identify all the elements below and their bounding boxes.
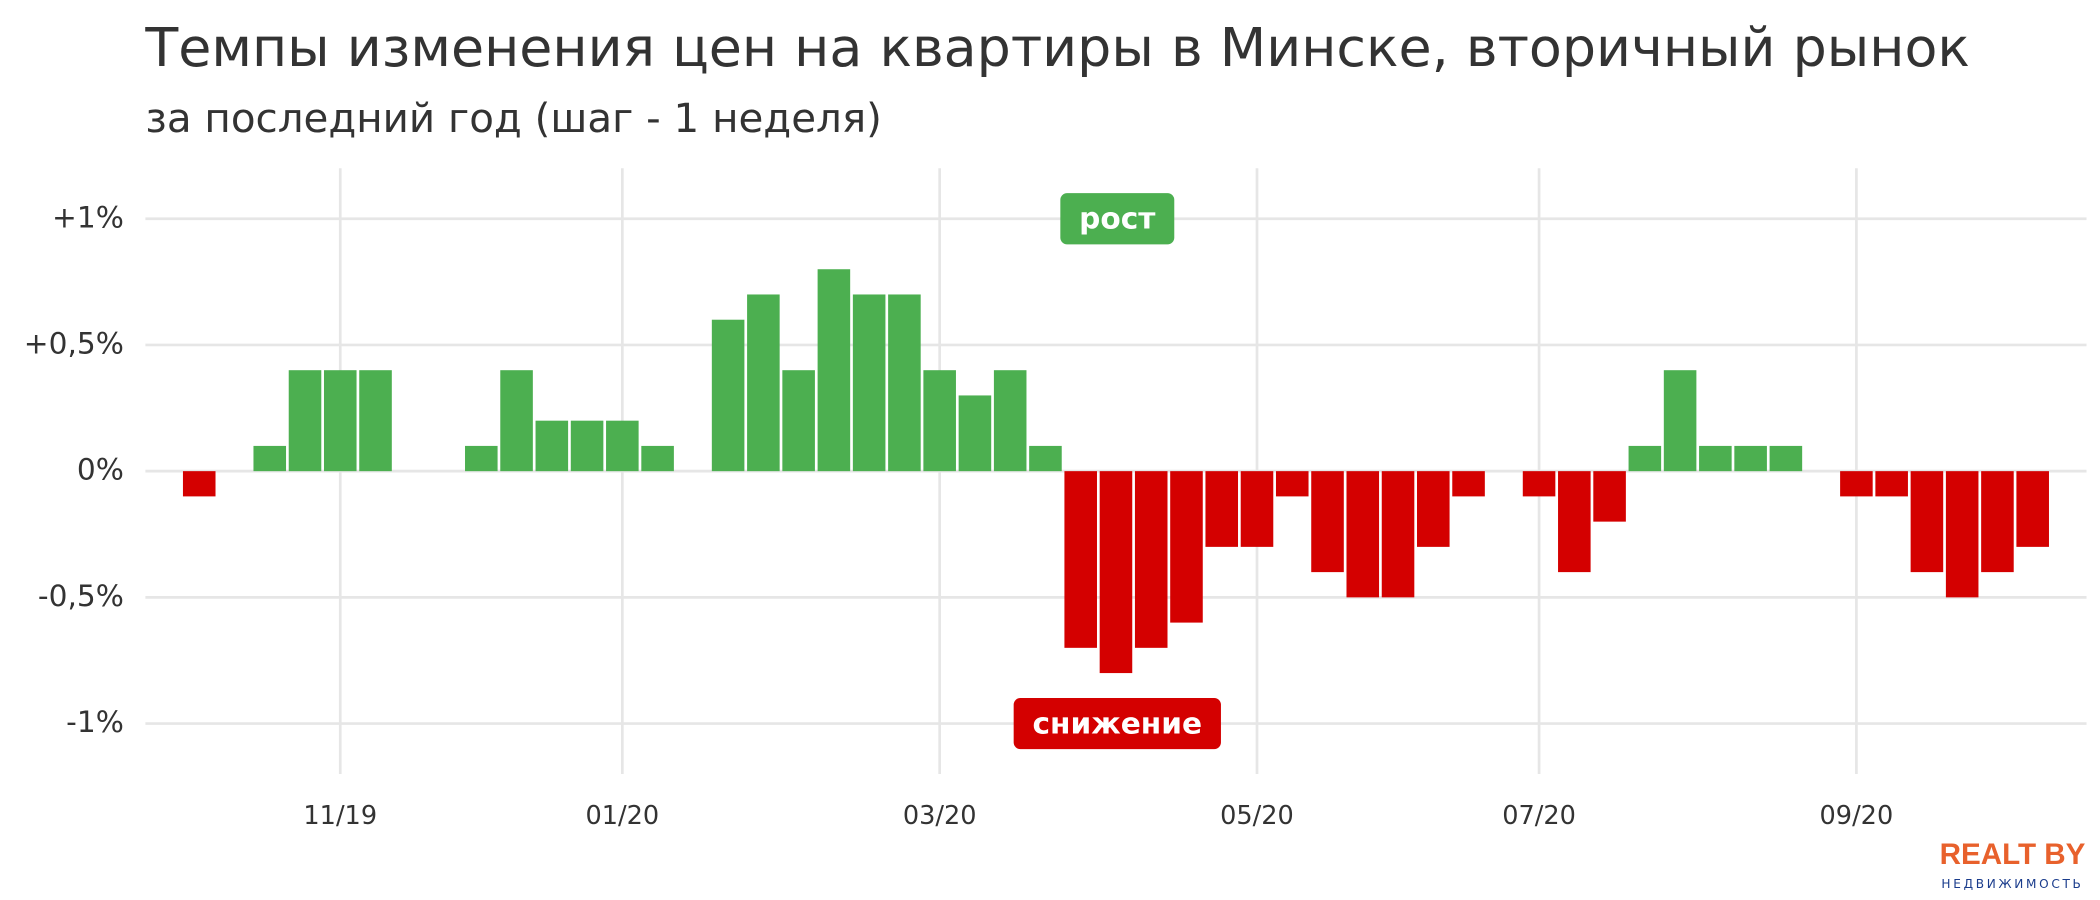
bar (993, 370, 1027, 472)
bar (1663, 370, 1697, 472)
bar (1593, 471, 1626, 522)
bar (1769, 445, 1803, 472)
bar (1170, 471, 1203, 623)
chart-title: Темпы изменения цен на квартиры в Минске… (144, 16, 1970, 79)
y-tick-label: 0% (77, 453, 124, 487)
bar (1840, 471, 1873, 497)
x-tick-label: 09/20 (1820, 801, 1894, 831)
logo-brand: REALT BY (1940, 838, 2086, 871)
annotation-box (1060, 193, 1175, 245)
bar (359, 370, 392, 472)
bar (1381, 471, 1415, 598)
bar (1346, 471, 1380, 598)
bar (606, 420, 639, 472)
bar (323, 370, 357, 472)
bars (182, 269, 2049, 674)
bar (1945, 471, 1979, 598)
bar (1099, 471, 1133, 674)
bar (465, 445, 498, 472)
bar (1699, 445, 1732, 472)
annotation-box (1013, 697, 1221, 750)
x-tick-label: 01/20 (586, 801, 660, 831)
bar (253, 445, 287, 472)
bar (711, 319, 745, 472)
bar (1275, 471, 1309, 497)
x-tick-label: 05/20 (1220, 801, 1294, 831)
bar (1064, 471, 1097, 648)
x-tick-label: 07/20 (1502, 801, 1576, 831)
x-tick-label: 11/19 (303, 801, 377, 831)
bar (1205, 471, 1239, 547)
x-tick-label: 03/20 (903, 801, 977, 831)
bar (747, 294, 780, 472)
y-tick-label: +1% (52, 200, 124, 234)
annotation-label: рост (1079, 202, 1156, 236)
bar (1240, 471, 1274, 547)
bar (1910, 471, 1944, 573)
bar (570, 420, 604, 472)
chart-subtitle: за последний год (шаг - 1 неделя) (145, 95, 882, 142)
y-tick-label: +0,5% (24, 326, 124, 360)
bar (1452, 471, 1485, 497)
bar (535, 420, 569, 472)
bar (1981, 471, 2014, 573)
bar (1029, 445, 1062, 472)
bar (923, 370, 956, 472)
y-tick-label: -0,5% (38, 579, 124, 613)
bar (1628, 445, 1662, 472)
bar (958, 395, 992, 472)
bar (182, 471, 216, 497)
bar (817, 269, 851, 472)
labels: -1% -0,5% 0% +0,5% +1% 11/19 01/20 03/20 05/20 07… (24, 193, 1893, 831)
bar (1417, 471, 1450, 547)
bar (500, 370, 533, 472)
y-tick-label: -1% (66, 705, 124, 739)
annotation-label: снижение (1033, 706, 1203, 740)
bar (782, 370, 815, 472)
bar (1134, 471, 1168, 648)
bar (1734, 445, 1767, 472)
bar (1558, 471, 1591, 573)
bar (1875, 471, 1908, 497)
bar (1522, 471, 1556, 497)
bar (1311, 471, 1344, 573)
bar (888, 294, 921, 472)
bar (852, 294, 886, 472)
bar (288, 370, 322, 472)
bar (2016, 471, 2049, 547)
bar (641, 445, 674, 472)
logo-tagline: НЕДВИЖИМОСТЬ (1941, 877, 2083, 891)
